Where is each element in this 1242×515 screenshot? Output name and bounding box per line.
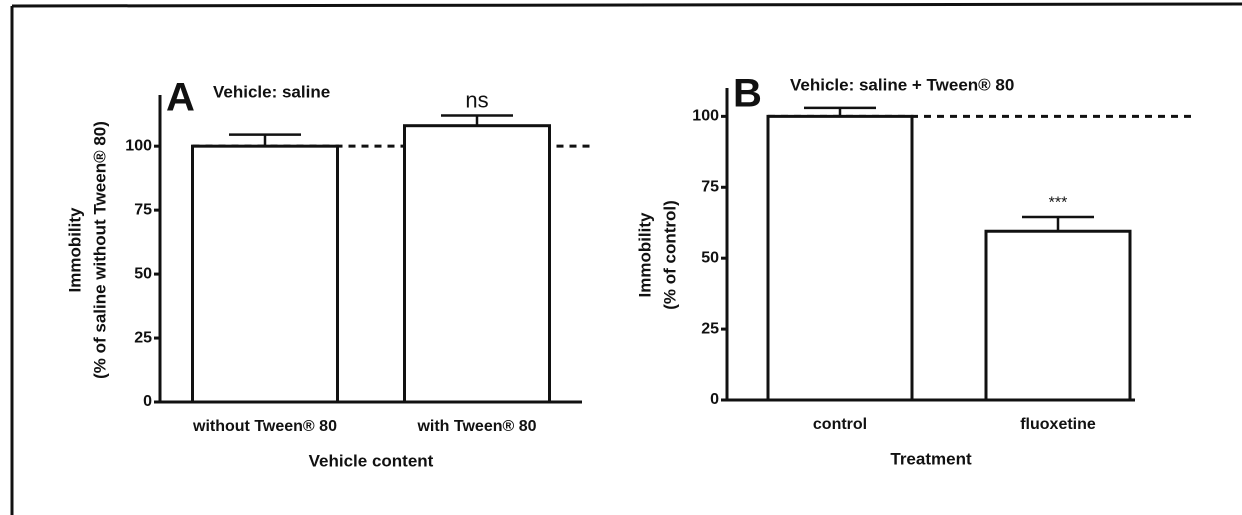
significance-label: *** bbox=[1049, 194, 1068, 211]
y-tick-label: 0 bbox=[710, 391, 719, 408]
x-tick-label: with Tween® 80 bbox=[416, 418, 536, 435]
x-tick-label: control bbox=[813, 416, 867, 433]
x-axis-label: Vehicle content bbox=[309, 451, 434, 470]
y-tick-label: 50 bbox=[134, 265, 152, 282]
y-tick-label: 25 bbox=[701, 320, 719, 337]
y-tick-label: 25 bbox=[134, 329, 152, 346]
bar bbox=[403, 124, 551, 404]
y-axis-label: Immobility bbox=[635, 212, 654, 298]
y-axis-label: (% of saline without Tween® 80) bbox=[90, 121, 109, 379]
y-axis-label: Immobility bbox=[65, 207, 84, 293]
bar bbox=[766, 114, 914, 402]
y-axis-label: (% of control) bbox=[660, 200, 679, 310]
y-tick-label: 50 bbox=[701, 249, 719, 266]
x-tick-label: fluoxetine bbox=[1020, 416, 1096, 433]
bar bbox=[984, 229, 1132, 402]
y-tick-label: 100 bbox=[125, 137, 152, 154]
y-tick-label: 100 bbox=[692, 108, 719, 125]
panel-label: A bbox=[166, 76, 195, 120]
panel-label: B bbox=[733, 72, 762, 116]
bar bbox=[191, 144, 339, 404]
x-axis-label: Treatment bbox=[890, 449, 972, 468]
y-tick-label: 75 bbox=[701, 178, 719, 195]
chart-title: Vehicle: saline + Tween® 80 bbox=[790, 75, 1014, 94]
chart-title: Vehicle: saline bbox=[213, 82, 330, 101]
y-tick-label: 75 bbox=[134, 201, 152, 218]
significance-label: ns bbox=[465, 87, 488, 112]
y-tick-label: 0 bbox=[143, 393, 152, 410]
x-tick-label: without Tween® 80 bbox=[192, 418, 337, 435]
frame-top bbox=[11, 2, 1242, 8]
